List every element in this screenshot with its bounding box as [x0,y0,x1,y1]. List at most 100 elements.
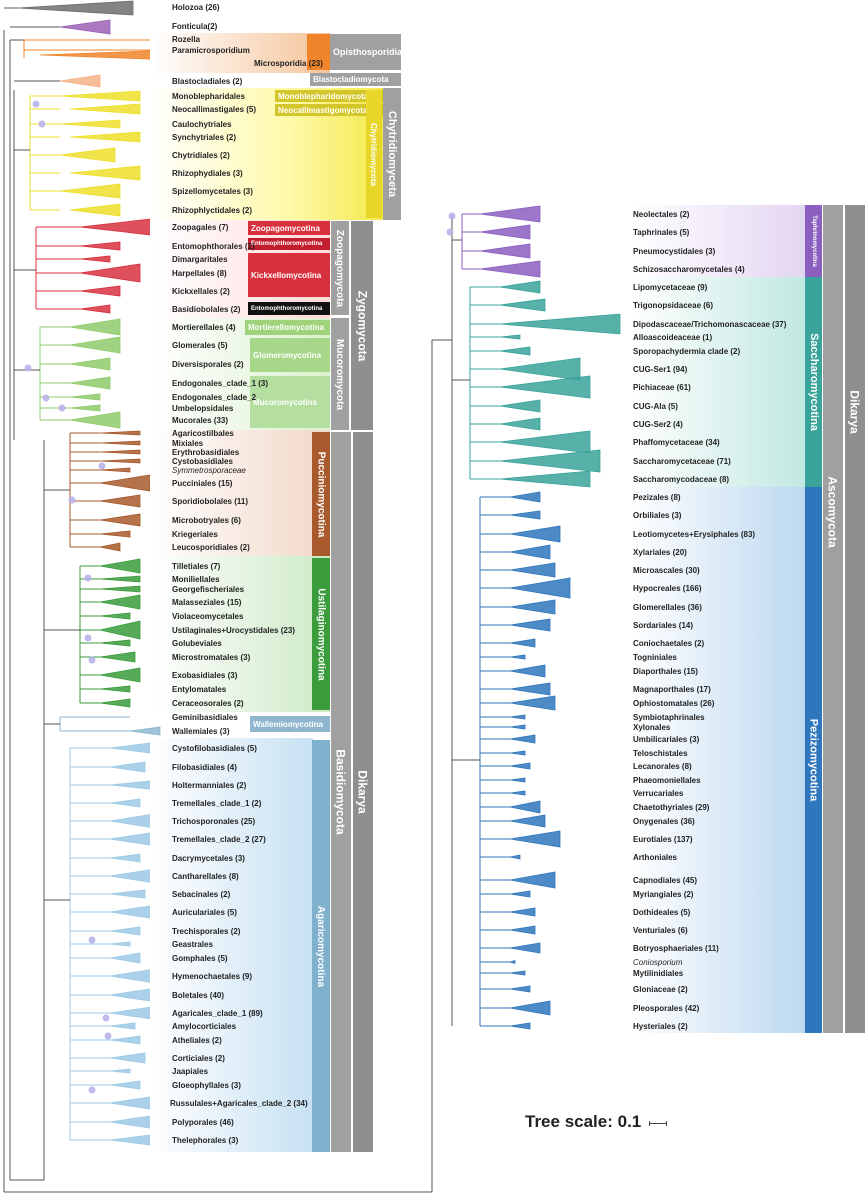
support-node [88,936,96,944]
agarico-clade [109,761,146,773]
left-label: Mortierellales (4) [172,323,236,332]
saccharo-clade [499,334,521,340]
pezizo-clade [509,762,531,770]
left-label: Paramicrosporidium [172,46,250,55]
left-label: Agaricostilbales [172,429,234,438]
mucoro-clade [69,393,101,401]
tree-scale-bar [649,1121,667,1126]
support-node [102,1014,110,1022]
agarico-clade [109,798,141,808]
agarico-clade [109,1022,136,1030]
right-label: Dipodascaceae/Trichomonascaceae (37) [633,320,787,329]
pezizo-clade [509,510,541,520]
left-label: Tremellales_clade_1 (2) [172,799,262,808]
agarico-clade [109,1035,141,1045]
left-label: Atheliales (2) [172,1036,222,1045]
right-label: Hypocreales (166) [633,584,702,593]
bar-pezizomycotina: Pezizomycotina [805,487,822,1033]
left-label: Dacrymycetales (3) [172,854,245,863]
pezizo-clade [509,1022,531,1030]
tag-blastocladiomycota: Blastocladiomycota [310,73,401,86]
left-label: Entylomatales [172,685,227,694]
puccinio-clade [99,458,141,464]
support-node [58,404,66,412]
left-label: Kickxellales (2) [172,287,230,296]
puccinio-clade [99,467,131,473]
fonticula-clade [59,19,111,35]
left-label: Blastocladiales (2) [172,77,243,86]
left-label: Pucciniales (15) [172,479,233,488]
left-label: Sebacinales (2) [172,890,231,899]
left-label: Polyporales (46) [172,1118,234,1127]
taphrino-clade [479,260,541,278]
saccharo-clade [499,313,621,335]
tag-zoopagomycotina: Zoopagomycotina [248,221,330,235]
left-label: Sporidiobolales (11) [172,497,249,506]
right-label: Neolectales (2) [633,210,690,219]
left-label: Trichosporonales (25) [172,817,256,826]
left-label: Cantharellales (8) [172,872,239,881]
left-label: Microsporidia (23) [254,59,323,68]
left-label: Glomerales (5) [172,341,228,350]
left-label: Erythrobasidiales [172,448,240,457]
ustilagino-clade [99,639,131,647]
bar-dikarya-left: Dikarya [353,432,373,1152]
left-label: Thelephorales (3) [172,1136,239,1145]
taphrino-clade [479,224,531,240]
left-label: Gomphales (5) [172,954,228,963]
mucoro-clade [69,411,121,429]
pezizo-clade [509,724,526,730]
left-label: Agaricales_clade_1 (89) [172,1009,263,1018]
right-label: CUG-Ser2 (4) [633,420,683,429]
agarico-clade [109,1068,131,1074]
right-label: Mytilinidiales [633,969,684,978]
right-label: CUG-Ala (5) [633,402,678,411]
right-label: Umbilicariales (3) [633,735,700,744]
left-label: Caulochytriales [172,120,232,129]
support-node [98,462,106,470]
saccharo-clade [499,430,591,454]
right-label: Phaeomoniellales [633,776,701,785]
right-label: Verrucariales [633,789,684,798]
pezizo-clade [509,814,546,828]
pezizo-clade [509,925,536,935]
mucoro-clade [69,318,121,336]
blastocladiales-clade [59,74,101,88]
right-label: Xylariales (20) [633,548,687,557]
left-label: Kriegeriales [172,530,218,539]
support-node [84,634,92,642]
tag-kickxellomycotina: Kickxellomycotina [248,253,330,297]
tree-scale-label: Tree scale: 0.1 [525,1112,642,1131]
agarico-clade [109,1052,146,1064]
zoopago-clade [79,255,111,263]
left-label: Ustilaginales+Urocystidales (23) [172,626,295,635]
pezizo-clade [509,491,541,503]
right-label: Diaporthales (15) [633,667,698,676]
agarico-clade [109,853,141,863]
pezizo-clade [509,682,551,696]
mucoro-clade [69,404,101,412]
right-label: Saccharomycetaceae (71) [633,457,731,466]
left-label: Cystobasidiales [172,457,233,466]
support-node [42,394,50,402]
left-label: Tremellales_clade_2 (27) [172,835,266,844]
left-label: Exobasidiales (3) [172,671,238,680]
left-label: Leucosporidiales (2) [172,543,250,552]
pezizo-clade [509,714,526,720]
left-label: Synchytriales (2) [172,133,237,142]
support-node [88,656,96,664]
pezizo-clade [509,638,536,648]
right-label: Venturiales (6) [633,926,688,935]
right-label: Sporopachydermia clade (2) [633,347,741,356]
saccharo-clade [499,280,541,294]
pezizo-clade [509,618,551,632]
left-label: Auriculariales (5) [172,908,237,917]
zoopago-clade [79,217,161,237]
pezizo-clade [509,871,556,889]
left-label: Geminibasidiales [172,713,238,722]
left-label: Holtermanniales (2) [172,781,247,790]
bar-ustilaginomycotina: Ustilaginomycotina [312,558,330,710]
left-label: Boletales (40) [172,991,225,1000]
pezizo-clade [509,750,526,756]
bar-pucciniomycotina: Pucciniomycotina [312,432,330,556]
